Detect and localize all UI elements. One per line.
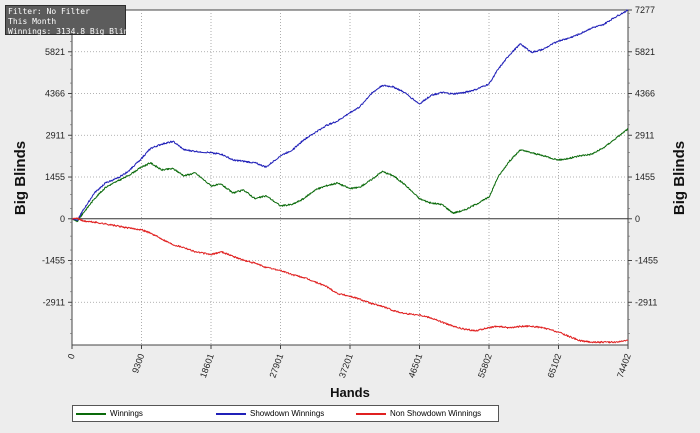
- y-tick-label-left: 0: [60, 214, 65, 224]
- y-tick-label-right: 5821: [635, 47, 655, 57]
- x-tick-label: 18601: [198, 352, 216, 379]
- x-tick-label: 55802: [476, 352, 494, 379]
- legend-item-non-showdown: Non Showdown Winnings: [356, 406, 481, 421]
- y-tick-label-left: 2911: [46, 130, 65, 140]
- plot-area: [71, 9, 629, 346]
- x-tick-label: 74402: [615, 352, 633, 379]
- filter-text: Filter: No Filter: [8, 7, 90, 16]
- y-tick-label-left: -1455: [42, 256, 65, 266]
- series-line-non-showdown: [71, 217, 629, 344]
- grid-layer: [72, 10, 628, 345]
- series-line-showdown: [71, 9, 629, 221]
- y-tick-label-left: 4366: [45, 89, 65, 99]
- y-tick-label-left: 1455: [45, 172, 65, 182]
- legend-swatch-non-showdown: [356, 412, 386, 415]
- y-axis-title-right: Big Blinds: [671, 141, 688, 215]
- y-axis-title-left: Big Blinds: [12, 141, 29, 215]
- y-tick-label-right: -1455: [635, 256, 658, 266]
- legend-swatch-showdown: [216, 412, 246, 415]
- x-tick-label: 27901: [267, 352, 285, 379]
- x-tick-label: 0: [66, 352, 77, 360]
- y-tick-label-right: 4366: [635, 89, 655, 99]
- y-tick-label-left: -2911: [43, 297, 65, 307]
- x-tick-label: 37201: [337, 352, 355, 379]
- y-tick-label-right: 2911: [635, 130, 654, 140]
- y-tick-label-left: 5821: [45, 47, 65, 57]
- legend-swatch-winnings: [76, 412, 106, 415]
- legend-label-showdown: Showdown Winnings: [250, 409, 325, 418]
- legend-item-winnings: Winnings: [76, 406, 143, 421]
- x-tick-label: 65102: [545, 352, 563, 379]
- y-tick-label-right: -2911: [635, 297, 657, 307]
- x-tick-label: 9300: [130, 352, 146, 374]
- y-tick-label-right: 7277: [635, 5, 655, 15]
- series-line-winnings: [71, 128, 628, 223]
- legend-label-winnings: Winnings: [110, 409, 143, 418]
- series-layer: [71, 9, 629, 344]
- legend: Winnings Showdown Winnings Non Showdown …: [72, 405, 499, 422]
- legend-item-showdown: Showdown Winnings: [216, 406, 324, 421]
- period-text: This Month: [8, 17, 57, 26]
- y-tick-label-right: 0: [635, 214, 640, 224]
- y-tick-label-right: 1455: [635, 172, 655, 182]
- x-axis-title: Hands: [330, 385, 370, 400]
- x-tick-label: 46501: [406, 352, 424, 379]
- filter-info-box: Filter: No Filter This Month Winnings: 3…: [5, 5, 139, 36]
- legend-label-non-showdown: Non Showdown Winnings: [390, 409, 482, 418]
- winnings-text: Winnings: 3134.8 Big Blinds: [8, 27, 139, 36]
